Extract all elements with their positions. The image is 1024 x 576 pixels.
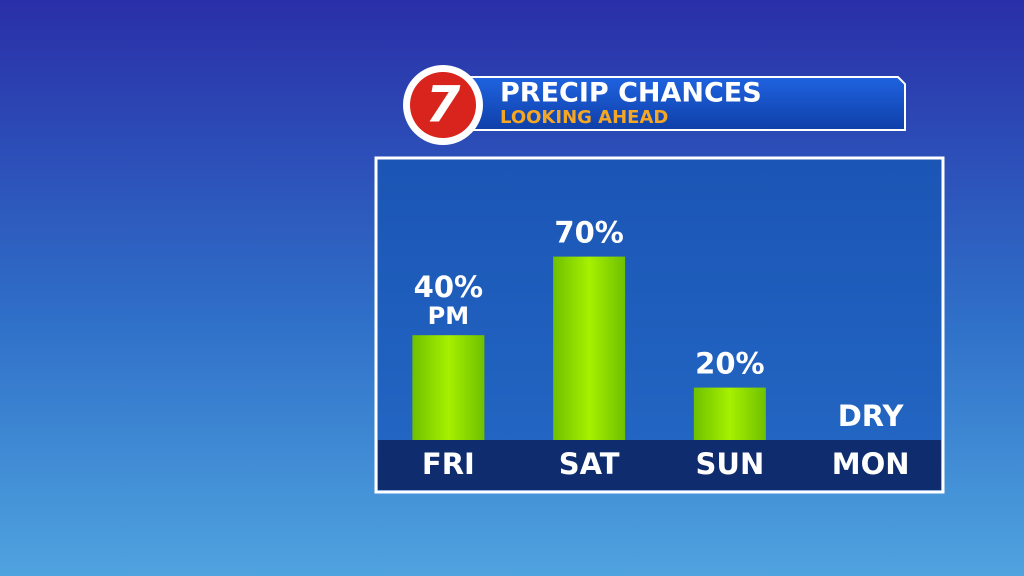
- bar: [553, 256, 626, 440]
- logo-disc: [410, 72, 476, 138]
- x-tick-label: MON: [832, 447, 910, 481]
- x-tick-label: FRI: [422, 447, 475, 481]
- value-label: 20%: [695, 347, 764, 381]
- x-tick-label: SAT: [559, 447, 620, 481]
- value-label: 70%: [554, 216, 623, 250]
- value-label: DRY: [838, 399, 905, 433]
- category-band: [378, 440, 941, 490]
- value-label: 40%: [414, 270, 483, 304]
- bar: [412, 335, 485, 440]
- annotation: PM: [428, 302, 469, 330]
- bar: [693, 387, 766, 440]
- x-tick-label: SUN: [696, 447, 765, 481]
- chart-title: PRECIP CHANCES: [500, 78, 762, 109]
- logo: 7: [426, 76, 461, 134]
- chart-subtitle: LOOKING AHEAD: [500, 107, 668, 128]
